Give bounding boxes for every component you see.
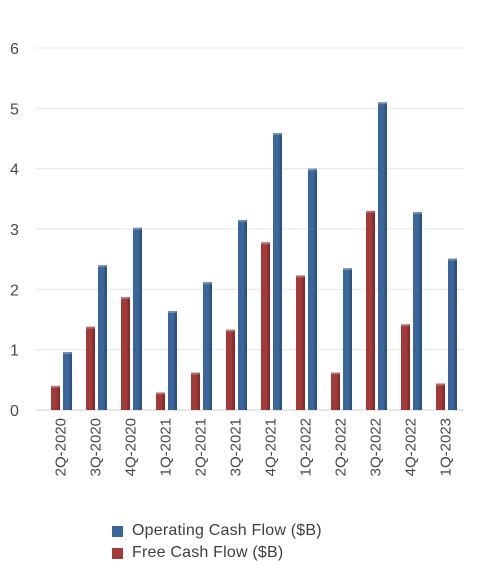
legend-item-operating-cash-flow: Operating Cash Flow ($B) bbox=[112, 520, 322, 542]
bar-operating-cash-flow bbox=[63, 352, 72, 410]
bar-operating-cash-flow bbox=[168, 311, 177, 410]
bar-operating-cash-flow bbox=[133, 227, 142, 410]
bar-operating-cash-flow bbox=[308, 168, 317, 410]
bar-free-cash-flow bbox=[51, 385, 60, 410]
bar-free-cash-flow bbox=[226, 329, 235, 410]
bars bbox=[51, 102, 457, 411]
x-tick-label: 4Q-2022 bbox=[403, 418, 420, 476]
bar-free-cash-flow bbox=[366, 210, 375, 410]
bar-free-cash-flow bbox=[401, 324, 410, 410]
bar-operating-cash-flow bbox=[273, 133, 282, 410]
legend-label-operating: Operating Cash Flow ($B) bbox=[132, 522, 322, 539]
x-tick-label: 4Q-2020 bbox=[123, 418, 140, 476]
x-tick-label: 1Q-2022 bbox=[298, 418, 315, 476]
bar-free-cash-flow bbox=[331, 372, 340, 410]
y-tick-label: 1 bbox=[10, 343, 19, 360]
bar-free-cash-flow bbox=[191, 372, 200, 410]
bar-free-cash-flow bbox=[436, 383, 445, 410]
bar-free-cash-flow bbox=[156, 392, 165, 410]
gridlines bbox=[36, 47, 464, 411]
bar-operating-cash-flow bbox=[448, 258, 457, 410]
y-tick-label: 4 bbox=[10, 162, 19, 179]
x-tick-label: 3Q-2021 bbox=[228, 418, 245, 476]
x-tick-label: 2Q-2022 bbox=[333, 418, 350, 476]
bar-operating-cash-flow bbox=[98, 265, 107, 410]
y-tick-label: 0 bbox=[10, 403, 19, 420]
legend-item-free-cash-flow: Free Cash Flow ($B) bbox=[112, 542, 322, 564]
y-tick-label: 6 bbox=[10, 41, 19, 58]
x-tick-label: 4Q-2021 bbox=[263, 418, 280, 476]
x-tick-label: 1Q-2021 bbox=[158, 418, 175, 476]
y-tick-label: 2 bbox=[10, 282, 19, 299]
x-tick-label: 2Q-2020 bbox=[53, 418, 70, 476]
legend-swatch-free bbox=[112, 547, 123, 559]
x-tick-label: 1Q-2023 bbox=[438, 418, 455, 476]
y-tick-label: 5 bbox=[10, 101, 19, 118]
bar-operating-cash-flow bbox=[413, 212, 422, 410]
y-axis: 0 1 2 3 4 5 6 bbox=[10, 41, 19, 420]
y-tick-label: 3 bbox=[10, 222, 19, 239]
x-tick-label: 2Q-2021 bbox=[193, 418, 210, 476]
bar-free-cash-flow bbox=[121, 297, 130, 410]
bar-operating-cash-flow bbox=[203, 282, 212, 410]
x-axis: 2Q-2020 3Q-2020 4Q-2020 1Q-2021 2Q-2021 3Q-20… bbox=[53, 418, 455, 476]
bar-free-cash-flow bbox=[86, 326, 95, 410]
x-tick-label: 3Q-2022 bbox=[368, 418, 385, 476]
bar-free-cash-flow bbox=[296, 275, 305, 410]
bar-operating-cash-flow bbox=[238, 219, 247, 410]
legend-swatch-operating bbox=[112, 525, 123, 537]
bar-operating-cash-flow bbox=[378, 102, 387, 411]
x-tick-label: 3Q-2020 bbox=[88, 418, 105, 476]
legend-label-free: Free Cash Flow ($B) bbox=[132, 544, 284, 561]
bar-free-cash-flow bbox=[261, 242, 270, 410]
bar-operating-cash-flow bbox=[343, 268, 352, 410]
legend: Operating Cash Flow ($B) Free Cash Flow … bbox=[112, 520, 322, 564]
